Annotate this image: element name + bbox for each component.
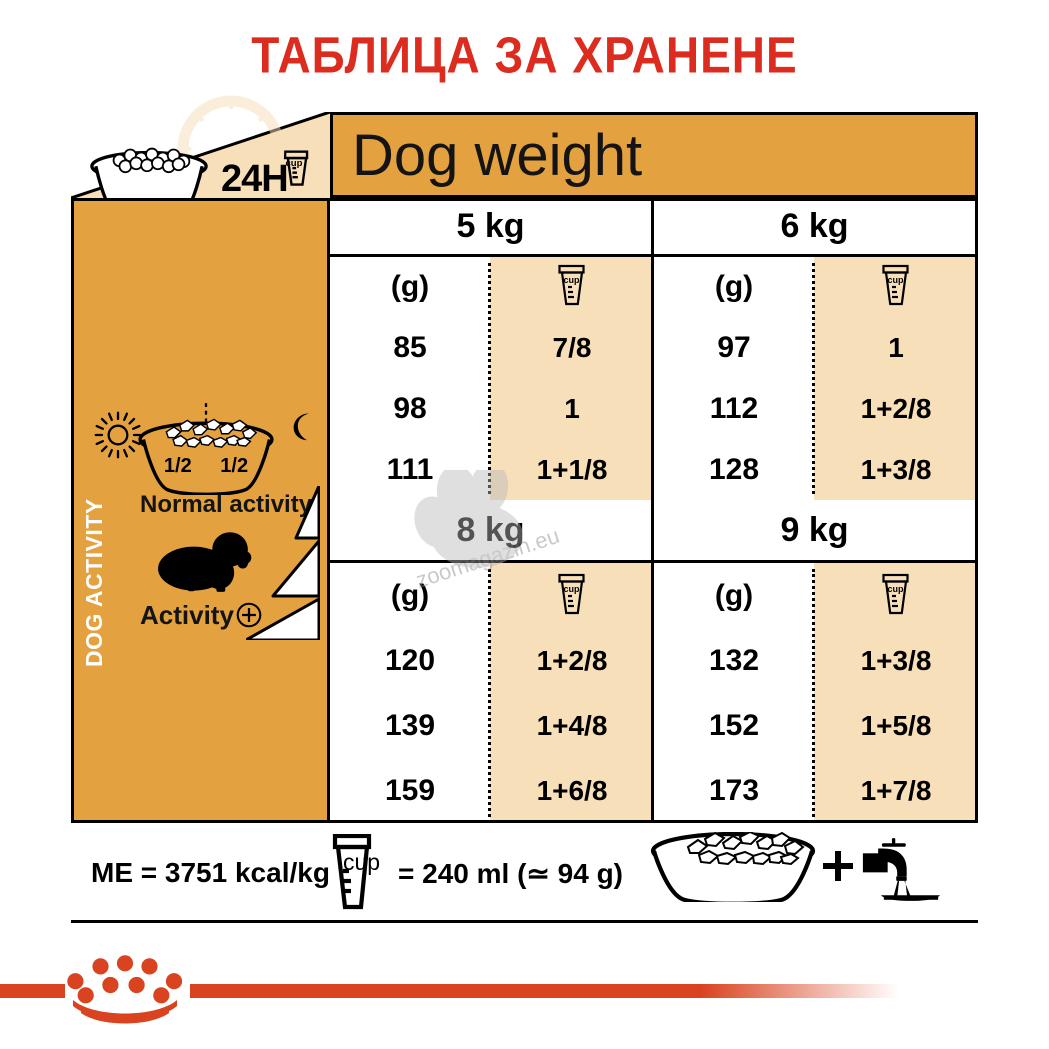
svg-text:cup: cup xyxy=(887,584,904,594)
svg-text:1/2: 1/2 xyxy=(220,455,248,477)
svg-text:cup: cup xyxy=(563,584,580,594)
svg-text:cup: cup xyxy=(343,849,380,875)
svg-text:1/2: 1/2 xyxy=(164,455,192,477)
svg-text:cup: cup xyxy=(563,275,580,285)
svg-text:cup: cup xyxy=(887,275,904,285)
